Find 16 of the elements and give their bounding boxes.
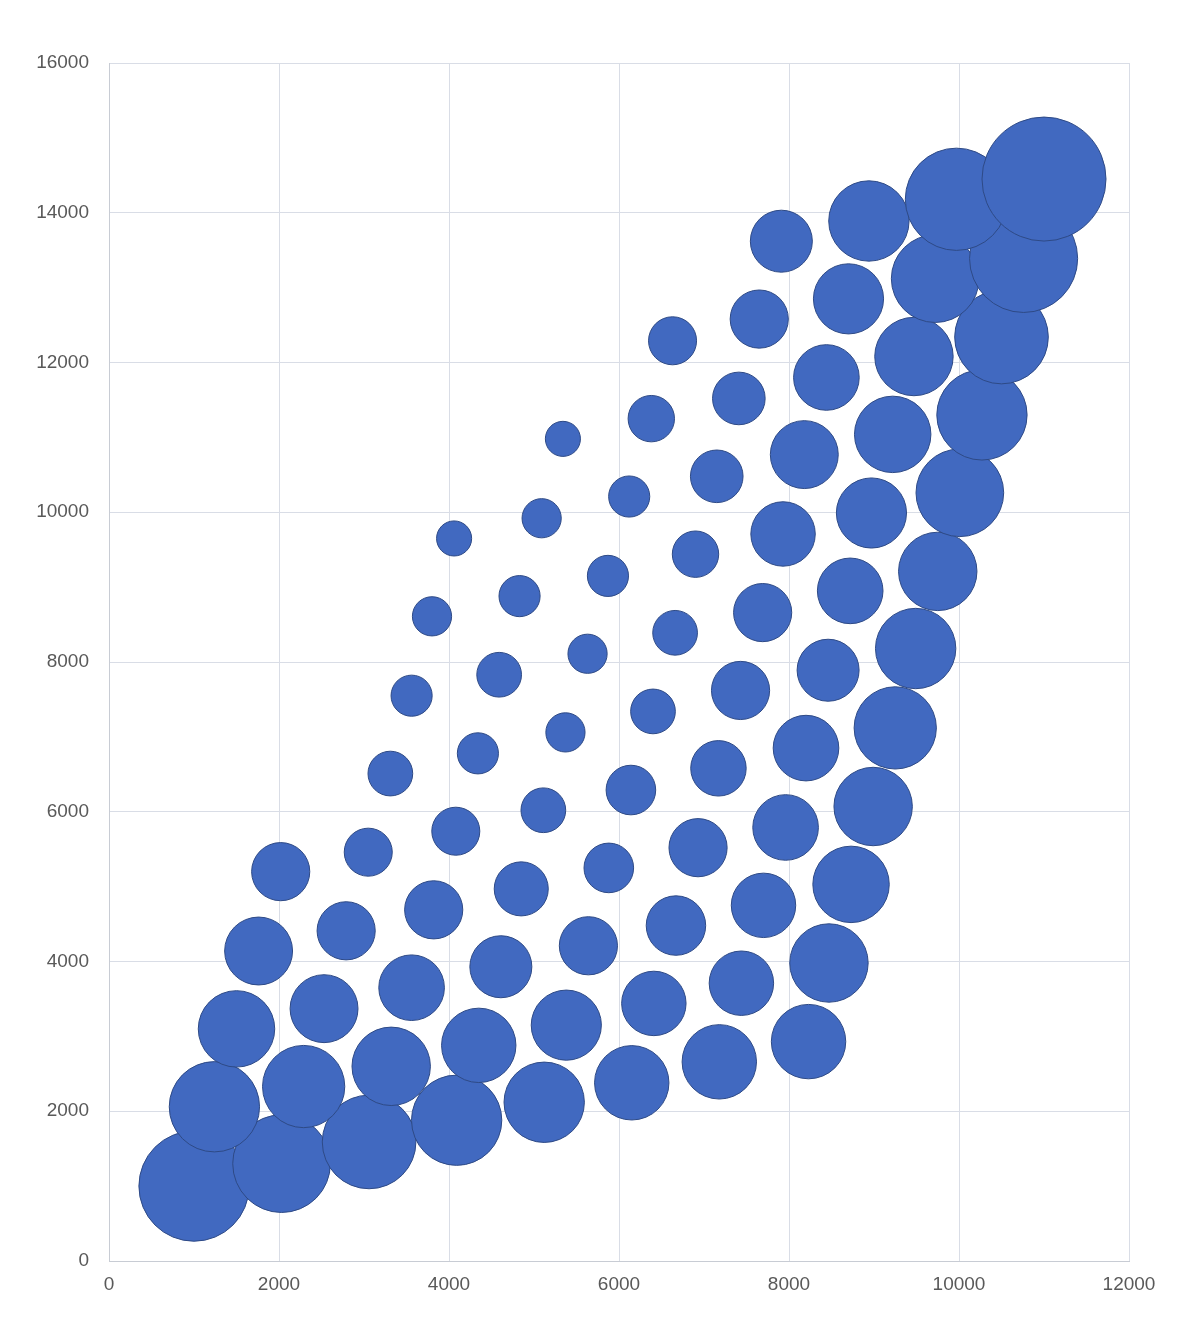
y-tick-label: 10000: [36, 500, 89, 522]
x-tick-label: 8000: [767, 1272, 811, 1294]
y-tick-label: 2000: [46, 1099, 89, 1121]
x-tick-label: 0: [103, 1272, 115, 1294]
y-tick-label: 14000: [36, 200, 89, 222]
x-tick-label: 2000: [257, 1272, 301, 1294]
y-tick-label: 12000: [36, 350, 89, 372]
y-tick-label: 0: [78, 1249, 89, 1271]
x-tick-label: 12000: [1102, 1272, 1156, 1294]
y-tick-label: 4000: [46, 949, 89, 971]
x-tick-label: 10000: [932, 1272, 986, 1294]
y-tick-label: 8000: [46, 650, 89, 672]
y-tick-label: 16000: [36, 51, 89, 73]
x-tick-label: 4000: [427, 1272, 471, 1294]
y-tick-label: 6000: [46, 799, 89, 821]
x-tick-label: 6000: [597, 1272, 641, 1294]
